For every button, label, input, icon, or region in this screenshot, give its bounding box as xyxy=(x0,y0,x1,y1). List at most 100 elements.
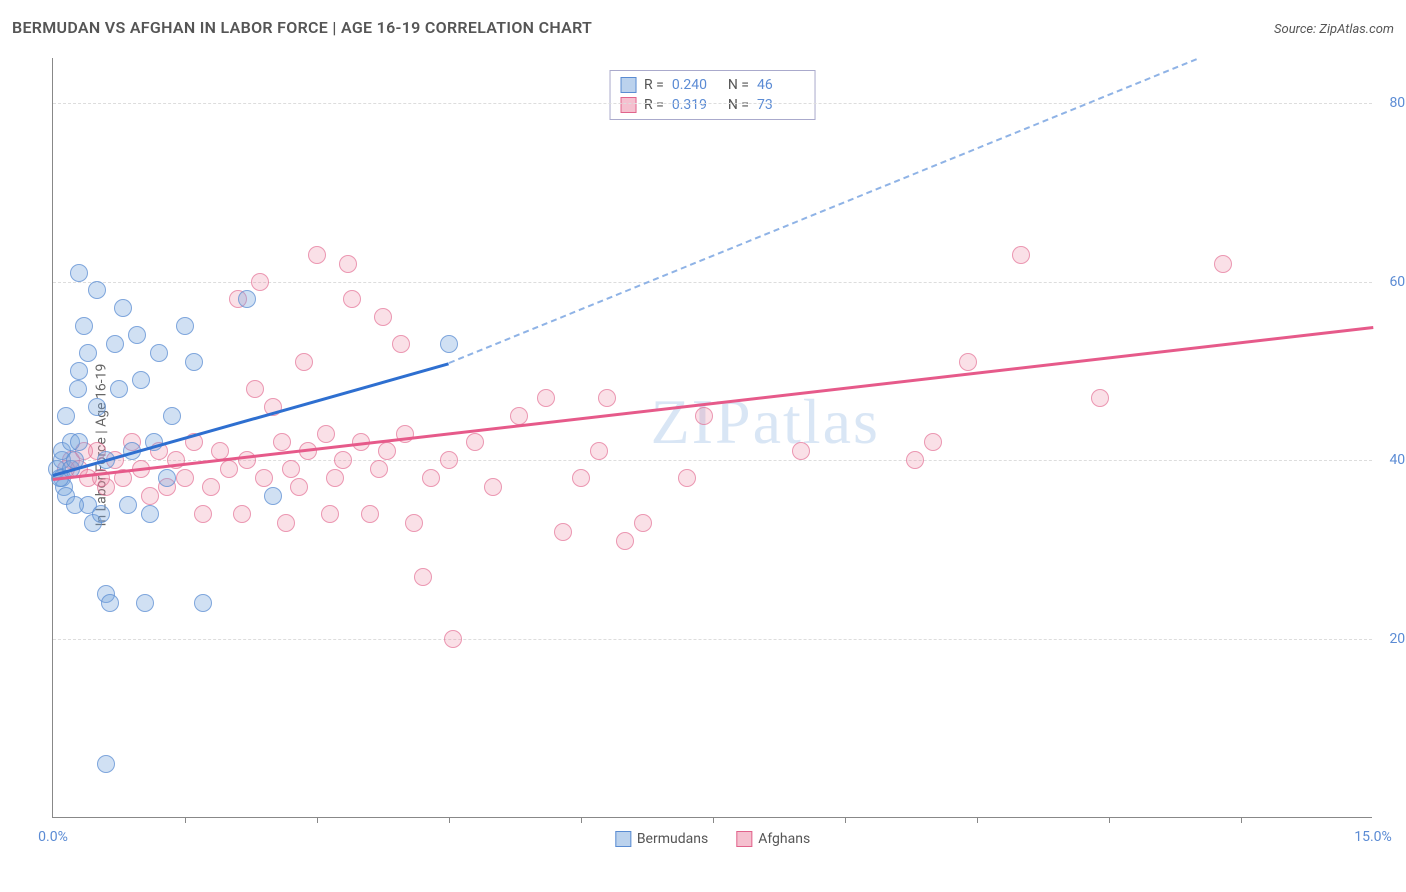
scatter-point xyxy=(238,290,256,308)
scatter-point xyxy=(97,755,115,773)
scatter-point xyxy=(321,505,339,523)
legend-label: Afghans xyxy=(758,831,810,847)
scatter-point xyxy=(141,505,159,523)
x-tick xyxy=(713,817,714,823)
scatter-point xyxy=(343,290,361,308)
x-tick xyxy=(449,817,450,823)
scatter-point xyxy=(370,460,388,478)
y-tick-label: 60.0% xyxy=(1389,274,1406,290)
scatter-point xyxy=(326,469,344,487)
scatter-point xyxy=(906,451,924,469)
scatter-point xyxy=(158,469,176,487)
scatter-point xyxy=(378,442,396,460)
scatter-point xyxy=(141,487,159,505)
scatter-point xyxy=(440,335,458,353)
x-tick xyxy=(977,817,978,823)
scatter-point xyxy=(92,505,110,523)
gridline-h xyxy=(53,639,1372,640)
scatter-point xyxy=(132,371,150,389)
chart-title: BERMUDAN VS AFGHAN IN LABOR FORCE | AGE … xyxy=(12,18,592,37)
stats-row: R =0.319N =73 xyxy=(620,95,805,115)
y-tick-label: 40.0% xyxy=(1389,452,1406,468)
scatter-point xyxy=(554,523,572,541)
chart-container: In Labor Force | Age 16-19 ZIPatlas R =0… xyxy=(12,50,1394,840)
scatter-point xyxy=(114,299,132,317)
scatter-point xyxy=(484,478,502,496)
legend-item: Afghans xyxy=(736,831,810,847)
scatter-point xyxy=(233,505,251,523)
y-tick-label: 80.0% xyxy=(1389,95,1406,111)
scatter-point xyxy=(264,487,282,505)
legend-swatch xyxy=(615,831,631,847)
scatter-point xyxy=(119,496,137,514)
x-tick xyxy=(1109,817,1110,823)
scatter-point xyxy=(75,317,93,335)
scatter-point xyxy=(246,380,264,398)
scatter-point xyxy=(334,451,352,469)
scatter-point xyxy=(695,407,713,425)
scatter-point xyxy=(405,514,423,532)
stat-n-label: N = xyxy=(728,77,749,93)
x-tick xyxy=(845,817,846,823)
x-tick xyxy=(185,817,186,823)
scatter-point xyxy=(361,505,379,523)
gridline-h xyxy=(53,103,1372,104)
legend-swatch xyxy=(620,97,636,113)
scatter-point xyxy=(69,380,87,398)
scatter-point xyxy=(537,389,555,407)
scatter-point xyxy=(308,246,326,264)
trend-line xyxy=(53,326,1373,481)
stat-r-value: 0.240 xyxy=(672,77,720,93)
scatter-point xyxy=(79,344,97,362)
scatter-point xyxy=(444,630,462,648)
stat-r-label: R = xyxy=(644,97,664,113)
legend-bottom: Bermudans Afghans xyxy=(615,831,810,847)
scatter-point xyxy=(572,469,590,487)
x-tick-label: 15.0% xyxy=(1354,829,1392,845)
scatter-point xyxy=(101,594,119,612)
stat-n-value: 46 xyxy=(757,77,805,93)
scatter-point xyxy=(339,255,357,273)
scatter-point xyxy=(282,460,300,478)
scatter-point xyxy=(422,469,440,487)
scatter-point xyxy=(202,478,220,496)
x-tick xyxy=(581,817,582,823)
scatter-point xyxy=(194,505,212,523)
x-tick xyxy=(1241,817,1242,823)
trend-line xyxy=(449,58,1198,364)
scatter-point xyxy=(176,317,194,335)
scatter-point xyxy=(150,344,168,362)
scatter-point xyxy=(510,407,528,425)
scatter-point xyxy=(66,496,84,514)
scatter-point xyxy=(1214,255,1232,273)
scatter-point xyxy=(106,335,124,353)
scatter-point xyxy=(959,353,977,371)
scatter-point xyxy=(176,469,194,487)
scatter-point xyxy=(1091,389,1109,407)
stat-n-label: N = xyxy=(728,97,749,113)
x-tick xyxy=(317,817,318,823)
source-attribution: Source: ZipAtlas.com xyxy=(1274,22,1394,37)
scatter-point xyxy=(70,433,88,451)
scatter-point xyxy=(277,514,295,532)
legend-item: Bermudans xyxy=(615,831,708,847)
scatter-point xyxy=(374,308,392,326)
scatter-point xyxy=(634,514,652,532)
scatter-point xyxy=(598,389,616,407)
scatter-point xyxy=(924,433,942,451)
stat-n-value: 73 xyxy=(757,97,805,113)
scatter-point xyxy=(273,433,291,451)
stats-row: R =0.240N =46 xyxy=(620,75,805,95)
scatter-point xyxy=(792,442,810,460)
scatter-point xyxy=(70,264,88,282)
scatter-point xyxy=(1012,246,1030,264)
scatter-point xyxy=(251,273,269,291)
scatter-point xyxy=(317,425,335,443)
x-tick-label: 0.0% xyxy=(38,829,68,845)
scatter-point xyxy=(255,469,273,487)
scatter-point xyxy=(678,469,696,487)
scatter-point xyxy=(440,451,458,469)
scatter-point xyxy=(220,460,238,478)
scatter-point xyxy=(290,478,308,496)
scatter-point xyxy=(70,362,88,380)
